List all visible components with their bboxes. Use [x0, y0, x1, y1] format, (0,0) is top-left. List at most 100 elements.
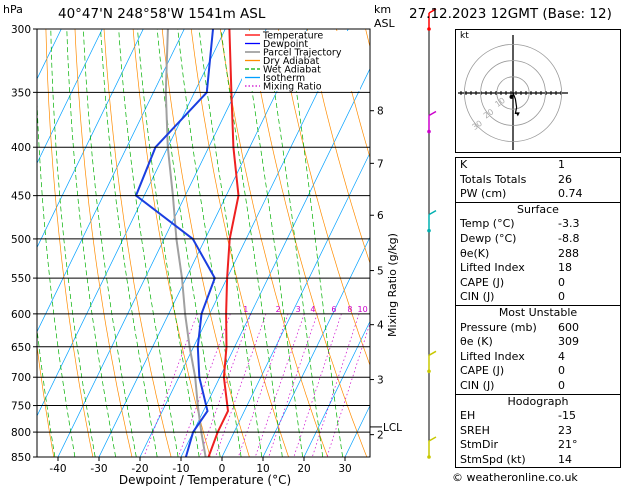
surface-row: CAPE (J) 0 — [456, 276, 620, 291]
isotherm-line — [37, 29, 144, 249]
temperature-tick-label: 20 — [297, 463, 310, 475]
dry-adiabat-line — [161, 29, 250, 457]
hodograph-stat-row: StmSpd (kt) 14 — [456, 453, 620, 468]
most-unstable-row: Pressure (mb) 600 — [456, 321, 620, 336]
location-title: 40°47'N 248°58'W 1541m ASL — [58, 6, 266, 22]
legend-label: Isotherm — [263, 73, 305, 84]
surface-label: Lifted Index — [460, 261, 525, 275]
pressure-tick-label: 500 — [11, 234, 31, 246]
temperature-tick-label: 0 — [219, 463, 226, 475]
hodograph-stat-row: SREH 23 — [456, 424, 620, 439]
wet-adiabat-line — [177, 29, 242, 457]
legend-label: Dry Adiabat — [263, 56, 320, 67]
surface-value: 18 — [558, 261, 572, 275]
surface-value: -8.8 — [558, 231, 580, 245]
pressure-tick-label: 850 — [11, 452, 31, 464]
mixing-ratio-line — [326, 322, 370, 457]
mixing-ratio-line — [199, 313, 252, 457]
wet-adiabat-line — [265, 29, 324, 457]
most-unstable-row: CIN (J) 0 — [456, 379, 620, 394]
index-label: PW (cm) — [460, 187, 507, 201]
pressure-tick-label: 650 — [11, 342, 31, 354]
surface-label: Temp (°C) — [460, 217, 515, 231]
dry-adiabat-line — [278, 29, 370, 367]
most-unstable-title: Most Unstable — [498, 305, 578, 319]
wet-adiabat-line — [83, 29, 137, 457]
wet-adiabat-line — [137, 29, 200, 457]
index-label: Totals Totals — [460, 172, 527, 186]
hodograph-ring — [464, 44, 562, 142]
km-tick-label: 7 — [377, 158, 384, 170]
mixing-ratio-line — [177, 313, 231, 457]
hodograph-stat-value: -15 — [558, 409, 576, 423]
wet-adiabat-line — [287, 29, 344, 457]
mixing-ratio-axis-label: Mixing Ratio (g/kg) — [386, 233, 399, 337]
surface-title: Surface — [517, 202, 559, 216]
wet-adiabat-line — [118, 29, 179, 457]
mixing-ratio-line — [143, 313, 198, 457]
legend-background — [242, 31, 360, 91]
parcel-trajectory-line — [164, 29, 207, 457]
wind-barb-flag — [428, 436, 437, 442]
legend-label: Mixing Ratio — [263, 82, 322, 93]
pressure-tick-label: 800 — [11, 427, 31, 439]
hodograph-stat-label: SREH — [460, 423, 490, 437]
mixing-ratio-line — [254, 313, 305, 457]
pressure-tick-label: 700 — [11, 372, 31, 384]
surface-value: 0 — [558, 290, 565, 304]
surface-label: CIN (J) — [460, 290, 495, 304]
dry-adiabat-line — [45, 29, 94, 457]
pressure-tick-label: 300 — [11, 24, 31, 36]
hodograph-table-title: Hodograph — [507, 394, 569, 408]
dry-adiabat-line — [307, 29, 370, 265]
mixing-ratio-label: 20 — [398, 305, 408, 314]
hodograph-stat-value: 21° — [558, 438, 578, 452]
hodograph-trace — [512, 92, 518, 115]
temperature-tick-label: -30 — [90, 463, 107, 475]
wet-adiabat-line — [156, 29, 221, 457]
mixing-ratio-label: 25 — [413, 305, 423, 314]
hpa-axis-label: hPa — [3, 3, 23, 16]
surface-row: Lifted Index 18 — [456, 261, 620, 276]
hodograph-stat-label: StmDir — [460, 438, 499, 452]
hodograph-unit-label: kt — [460, 31, 469, 41]
temperature-tick-label: -40 — [49, 463, 66, 475]
surface-label: CAPE (J) — [460, 275, 505, 289]
wind-barb-flag — [428, 350, 437, 356]
wet-adiabat-line — [242, 29, 303, 457]
isotherm-line — [221, 152, 370, 457]
most-unstable-row: θe (K) 309 — [456, 335, 620, 350]
index-value: 0.74 — [558, 187, 583, 201]
surface-value: 288 — [558, 246, 579, 260]
dry-adiabat-line — [103, 29, 172, 457]
most-unstable-label: CIN (J) — [460, 378, 495, 392]
hodograph-stat-value: 14 — [558, 452, 572, 466]
temperature-line — [207, 29, 240, 457]
legend-label: Wet Adiabat — [263, 65, 321, 76]
wet-adiabat-line — [220, 29, 283, 457]
km-tick-label: 5 — [377, 266, 384, 278]
isotherm-line — [37, 29, 226, 417]
dry-adiabat-line — [132, 29, 211, 457]
temperature-tick-label: -20 — [131, 463, 148, 475]
wet-adiabat-line — [50, 29, 96, 457]
mixing-ratio-line — [293, 313, 342, 457]
most-unstable-label: Lifted Index — [460, 349, 525, 363]
surface-label: θe(K) — [460, 246, 490, 260]
isotherm-line — [37, 29, 103, 164]
km-tick-label: 8 — [377, 106, 384, 118]
wind-barb-station — [427, 228, 431, 233]
copyright-text[interactable]: © weatheronline.co.uk — [452, 471, 578, 484]
surface-row: θe(K) 288 — [456, 247, 620, 262]
mixing-ratio-label: 8 — [347, 305, 352, 314]
hodograph-ring — [480, 60, 546, 126]
mixing-ratio-label: 4 — [310, 305, 315, 314]
temperature-tick-label: 10 — [256, 463, 269, 475]
hodograph-stat-value: 23 — [558, 423, 572, 437]
legend-label: Parcel Trajectory — [263, 48, 342, 59]
wind-barb-flag — [428, 110, 437, 117]
wind-barb-station — [427, 27, 431, 31]
